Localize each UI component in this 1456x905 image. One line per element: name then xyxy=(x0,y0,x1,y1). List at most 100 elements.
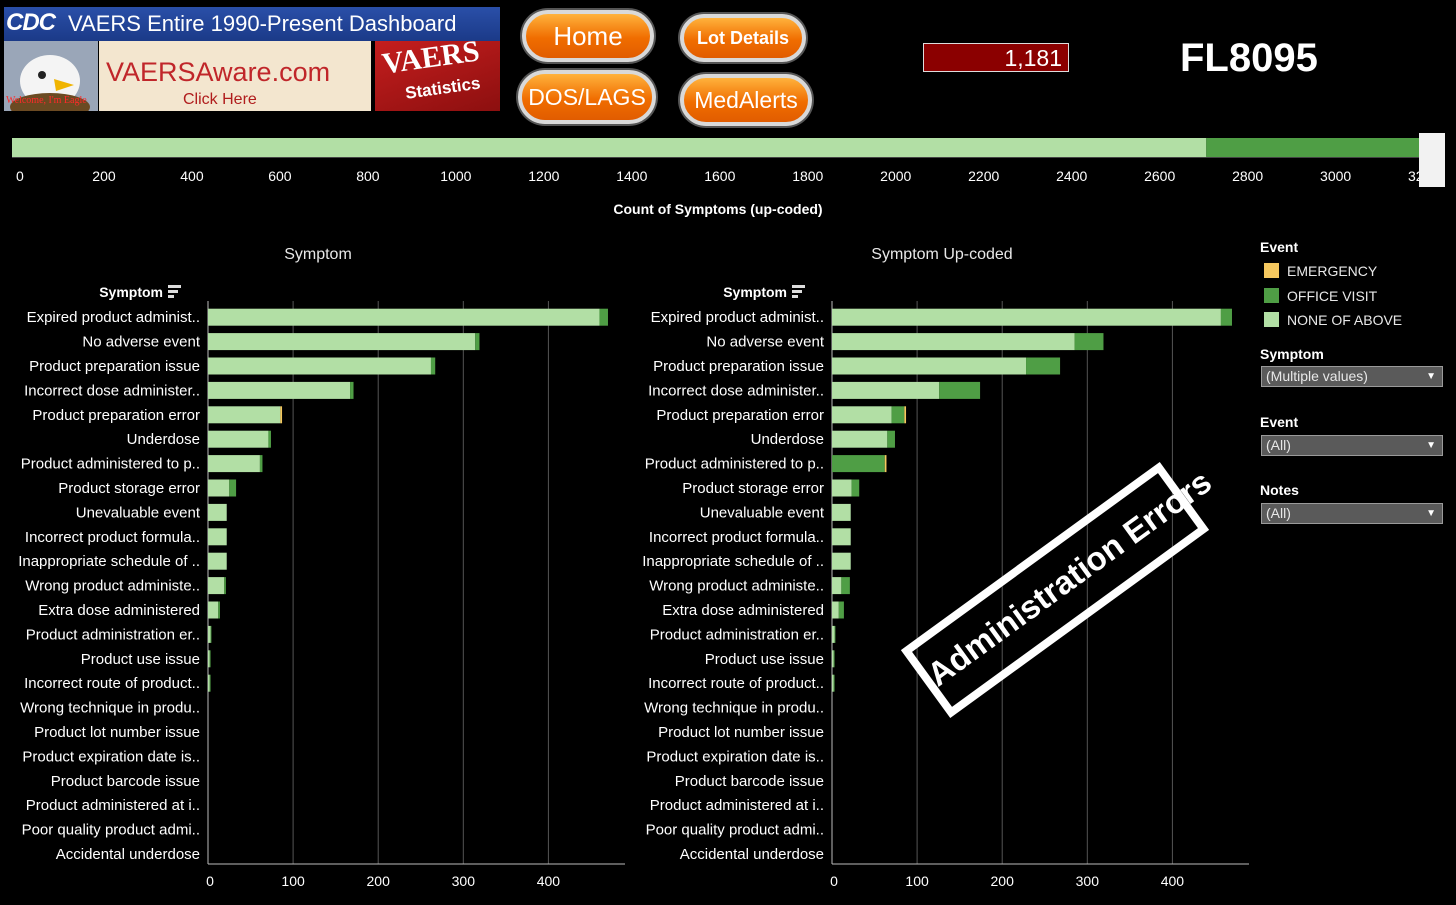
notes-filter-dropdown[interactable]: (All) ▼ xyxy=(1261,503,1443,524)
upcoded-bar-office-visit[interactable] xyxy=(833,650,835,668)
top-tick-label: 1000 xyxy=(440,168,471,184)
legend-swatch-none-of-above xyxy=(1264,312,1279,327)
top-bar-segment-none-of-above[interactable] xyxy=(12,138,1207,157)
upcoded-category-label: Incorrect dose administer.. xyxy=(648,382,824,399)
symptom-bar-office-visit[interactable] xyxy=(350,381,354,399)
symptom-bar-none-of-above[interactable] xyxy=(208,601,219,619)
upcoded-bar-emergency[interactable] xyxy=(904,406,907,424)
upcoded-category-label: Wrong product administe.. xyxy=(649,578,824,595)
symptom-category-label: Accidental underdose xyxy=(56,846,200,863)
vaersaware-title[interactable]: VAERSAware.com xyxy=(106,57,331,87)
upcoded-bar-office-visit[interactable] xyxy=(1026,357,1061,375)
upcoded-bar-none-of-above[interactable] xyxy=(832,503,851,521)
top-tick-label: 1400 xyxy=(616,168,647,184)
upcoded-bar-none-of-above[interactable] xyxy=(832,552,851,570)
top-bar-segment-office-visit[interactable] xyxy=(1206,138,1422,157)
upcoded-bar-none-of-above[interactable] xyxy=(832,430,888,448)
symptom-bar-none-of-above[interactable] xyxy=(208,455,260,473)
vaersaware-link[interactable] xyxy=(99,41,371,111)
symptom-bar-office-visit[interactable] xyxy=(259,455,263,473)
upcoded-bar-none-of-above[interactable] xyxy=(832,333,1075,351)
upcoded-bar-office-visit[interactable] xyxy=(891,406,905,424)
sort-icon[interactable] xyxy=(168,285,181,298)
symptom-bar-office-visit[interactable] xyxy=(268,430,271,448)
scrollbar-thumb[interactable] xyxy=(1419,133,1445,187)
legend-none-of-above[interactable]: NONE OF ABOVE xyxy=(1264,312,1402,328)
upcoded-bar-emergency[interactable] xyxy=(884,455,887,473)
upcoded-bar-office-visit[interactable] xyxy=(841,577,850,595)
home-button[interactable]: Home xyxy=(522,10,654,62)
symptom-category-label: Product administered at i.. xyxy=(26,797,200,814)
symptom-bar-emergency[interactable] xyxy=(280,406,283,424)
upcoded-bar-office-visit[interactable] xyxy=(834,625,836,643)
symptom-bar-none-of-above[interactable] xyxy=(208,528,227,546)
top-tick-label: 2800 xyxy=(1232,168,1263,184)
upcoded-bar-office-visit[interactable] xyxy=(833,674,835,692)
legend-emergency[interactable]: EMERGENCY xyxy=(1264,263,1377,279)
upcoded-bar-none-of-above[interactable] xyxy=(832,406,892,424)
upcoded-bar-none-of-above[interactable] xyxy=(832,308,1221,326)
upcoded-bar-none-of-above[interactable] xyxy=(832,357,1027,375)
symptom-tick-label: 100 xyxy=(281,873,305,889)
upcoded-bar-none-of-above[interactable] xyxy=(832,528,851,546)
upcoded-bar-none-of-above[interactable] xyxy=(832,625,835,643)
symptom-bar-none-of-above[interactable] xyxy=(208,308,600,326)
symptom-category-label: Product barcode issue xyxy=(51,773,200,790)
upcoded-category-label: Incorrect product formula.. xyxy=(649,529,824,546)
symptom-upcoded-bar-chart: Symptom Expired product administ.. No adve… xyxy=(642,284,1249,889)
event-filter-dropdown[interactable]: (All) ▼ xyxy=(1261,435,1443,456)
symptom-bar-none-of-above[interactable] xyxy=(208,430,269,448)
symptom-bar-none-of-above[interactable] xyxy=(208,479,230,497)
symptom-bar-office-visit[interactable] xyxy=(229,479,237,497)
symptom-category-label: Product administration er.. xyxy=(26,626,200,643)
upcoded-bar-office-visit[interactable] xyxy=(1074,333,1104,351)
symptom-category-label: Poor quality product admi.. xyxy=(22,822,200,839)
dos-lags-button[interactable]: DOS/LAGS xyxy=(518,70,656,124)
symptom-bar-none-of-above[interactable] xyxy=(208,333,476,351)
upcoded-bar-office-visit[interactable] xyxy=(851,479,860,497)
symptom-bar-none-of-above[interactable] xyxy=(208,503,227,521)
upcoded-bar-none-of-above[interactable] xyxy=(832,479,852,497)
legend-office-visit[interactable]: OFFICE VISIT xyxy=(1264,288,1377,304)
symptom-bar-office-visit[interactable] xyxy=(209,674,211,692)
symptom-bar-none-of-above[interactable] xyxy=(208,552,227,570)
symptom-bar-office-visit[interactable] xyxy=(224,577,226,595)
upcoded-bar-none-of-above[interactable] xyxy=(832,650,834,668)
upcoded-bar-office-visit[interactable] xyxy=(939,381,981,399)
symptom-axis-header: Symptom xyxy=(99,284,163,300)
symptom-category-label: Underdose xyxy=(127,431,200,448)
symptom-bar-none-of-above[interactable] xyxy=(208,406,281,424)
upcoded-bar-office-visit[interactable] xyxy=(838,601,844,619)
symptom-bar-office-visit[interactable] xyxy=(209,650,211,668)
legend-label-office-visit: OFFICE VISIT xyxy=(1287,288,1378,304)
upcoded-category-label: Product use issue xyxy=(705,651,824,668)
upcoded-axis-header: Symptom xyxy=(723,284,787,300)
symptom-category-label: Product lot number issue xyxy=(34,724,200,741)
lot-details-button[interactable]: Lot Details xyxy=(680,14,806,62)
upcoded-bar-none-of-above[interactable] xyxy=(832,381,940,399)
symptom-bar-none-of-above[interactable] xyxy=(208,357,431,375)
vaers-statistics-badge[interactable] xyxy=(375,41,500,111)
upcoded-bar-office-visit[interactable] xyxy=(887,430,895,448)
symptom-bar-office-visit[interactable] xyxy=(430,357,436,375)
symptom-bar-office-visit[interactable] xyxy=(210,625,212,643)
symptom-bar-none-of-above[interactable] xyxy=(208,381,351,399)
vaersaware-click-here[interactable]: Click Here xyxy=(183,91,257,108)
symptom-bar-office-visit[interactable] xyxy=(599,308,608,326)
symptom-bar-none-of-above[interactable] xyxy=(208,625,211,643)
upcoded-bar-none-of-above[interactable] xyxy=(832,577,842,595)
sort-icon[interactable] xyxy=(792,285,805,298)
symptom-bar-none-of-above[interactable] xyxy=(208,674,210,692)
upcoded-bar-none-of-above[interactable] xyxy=(832,674,834,692)
upcoded-bar-office-visit[interactable] xyxy=(1220,308,1232,326)
upcoded-bar-office-visit[interactable] xyxy=(832,455,885,473)
symptom-bar-office-visit[interactable] xyxy=(475,333,480,351)
legend-swatch-office-visit xyxy=(1264,288,1279,303)
symptom-filter-dropdown[interactable]: (Multiple values) ▼ xyxy=(1261,366,1443,387)
upcoded-bar-none-of-above[interactable] xyxy=(832,601,839,619)
symptom-bar-none-of-above[interactable] xyxy=(208,577,225,595)
medalerts-button[interactable]: MedAlerts xyxy=(680,74,812,126)
upcoded-category-label: Product storage error xyxy=(682,480,824,497)
symptom-bar-office-visit[interactable] xyxy=(218,601,220,619)
symptom-bar-none-of-above[interactable] xyxy=(208,650,210,668)
